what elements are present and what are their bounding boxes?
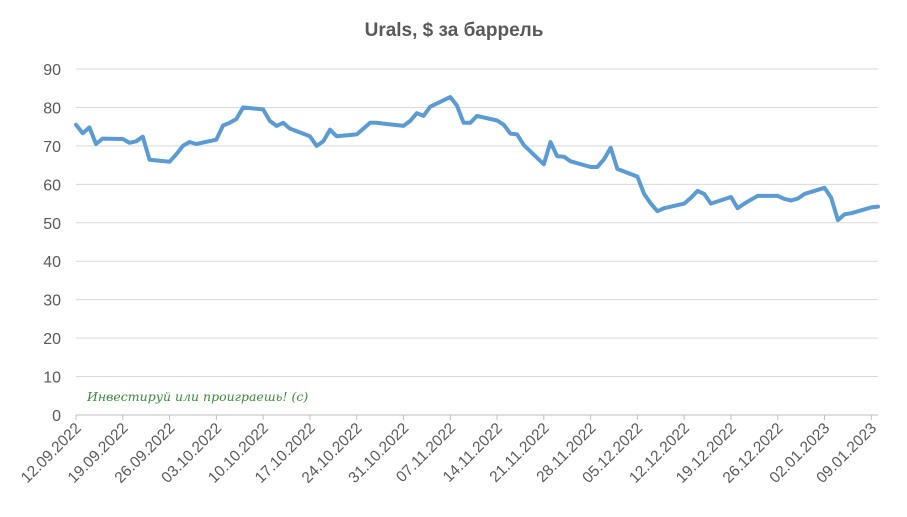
y-tick-label: 40 bbox=[43, 254, 61, 271]
y-axis-ticks: 0 10 20 30 40 50 60 70 80 90 bbox=[43, 62, 61, 425]
y-tick-label: 70 bbox=[43, 139, 61, 156]
watermark-text: Инвестируй или проиграешь! (с) bbox=[86, 389, 308, 404]
y-tick-label: 60 bbox=[43, 177, 61, 194]
y-tick-label: 0 bbox=[52, 408, 61, 425]
y-tick-label: 80 bbox=[43, 100, 61, 117]
chart-title: Urals, $ за баррель bbox=[365, 20, 544, 41]
y-tick-label: 30 bbox=[43, 293, 61, 310]
y-tick-label: 20 bbox=[43, 331, 61, 348]
y-tick-label: 50 bbox=[43, 216, 61, 233]
series-group bbox=[74, 95, 880, 223]
y-tick-label: 10 bbox=[43, 370, 61, 387]
series-line bbox=[74, 95, 880, 223]
y-tick-label: 90 bbox=[43, 62, 61, 79]
x-axis-ticks: 12.09.202219.09.202226.09.202203.10.2022… bbox=[18, 415, 880, 487]
gridlines bbox=[76, 68, 878, 378]
